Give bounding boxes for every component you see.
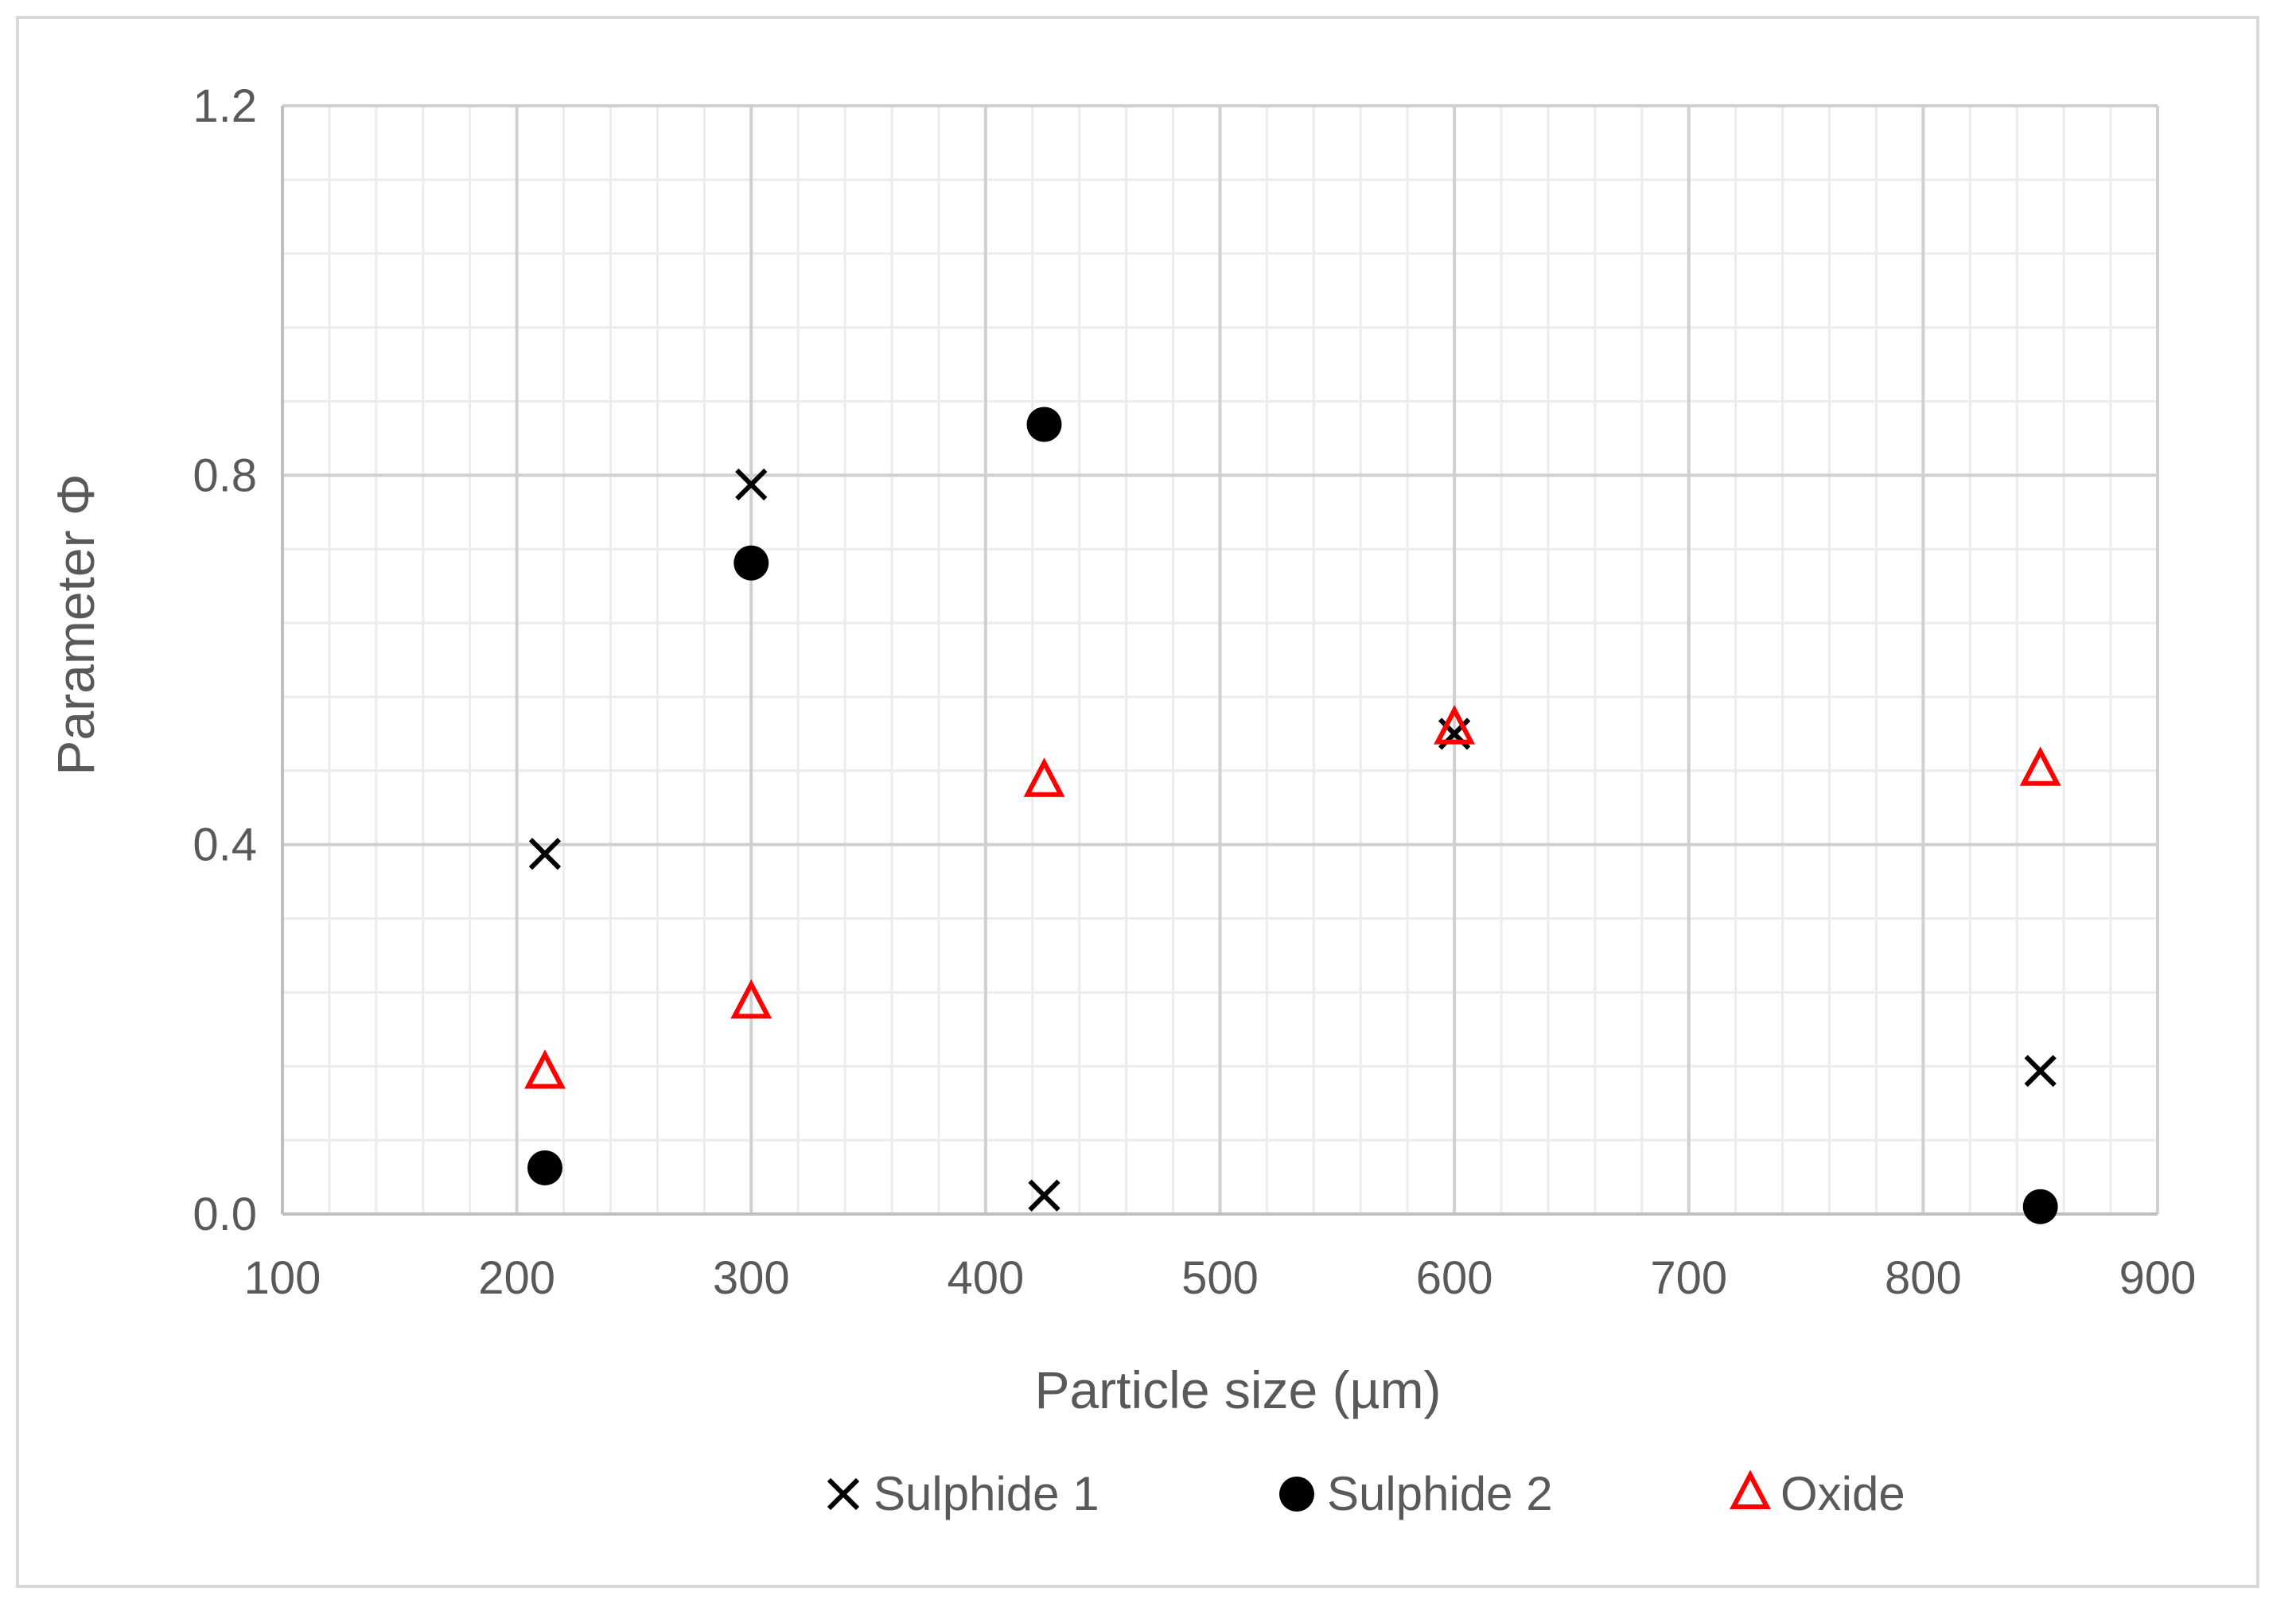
point-oxide — [1023, 757, 1065, 797]
point-sulphide-1 — [1028, 1179, 1060, 1212]
x-stroke — [528, 838, 562, 870]
y-tick-label: 0.8 — [193, 449, 257, 501]
y-tick-label: 0.0 — [193, 1189, 257, 1240]
x-tick-label: 800 — [1885, 1252, 1962, 1304]
point-sulphide-2 — [527, 1150, 562, 1185]
x-stroke — [827, 1477, 860, 1511]
legend-item-oxide: Oxide — [1730, 1467, 1905, 1520]
x-stroke — [1028, 1179, 1060, 1212]
x-tick-label: 500 — [1181, 1252, 1259, 1304]
legend: Sulphide 1 Sulphide 2 Oxide — [827, 1467, 1905, 1520]
chart-frame — [16, 16, 2259, 1588]
point-sulphide-1 — [735, 468, 768, 501]
x-tick-label: 300 — [713, 1252, 790, 1304]
x-axis-title: Particle size (µm) — [1034, 1360, 1441, 1419]
point-oxide — [730, 979, 772, 1019]
point-oxide — [2019, 746, 2061, 786]
point-sulphide-2 — [1026, 407, 1062, 442]
data-points — [524, 407, 2061, 1224]
x-icon — [827, 1477, 860, 1511]
legend-item-sulphide-1: Sulphide 1 — [827, 1467, 1099, 1520]
point-oxide — [1434, 705, 1476, 745]
y-tick-label: 1.2 — [193, 80, 257, 132]
y-axis-title: Parameter Φ — [46, 473, 105, 775]
open-triangle-icon — [1730, 1469, 1771, 1509]
x-tick-label: 100 — [244, 1252, 321, 1304]
legend-marker-sulphide-2 — [1279, 1477, 1314, 1512]
legend-label-oxide: Oxide — [1780, 1467, 1905, 1520]
axes — [281, 106, 2158, 1216]
point-sulphide-1 — [528, 838, 562, 870]
point-sulphide-1 — [2024, 1054, 2057, 1088]
legend-marker-oxide — [1730, 1469, 1771, 1509]
x-tick-label: 600 — [1416, 1252, 1493, 1304]
y-tick-label: 0.4 — [193, 819, 257, 871]
x-stroke — [735, 468, 768, 501]
legend-label-sulphide-1: Sulphide 1 — [874, 1467, 1099, 1520]
x-tick-label: 200 — [478, 1252, 555, 1304]
x-tick-label: 400 — [947, 1252, 1024, 1304]
legend-label-sulphide-2: Sulphide 2 — [1327, 1467, 1553, 1520]
x-tick-label: 900 — [2119, 1252, 2197, 1304]
legend-item-sulphide-2: Sulphide 2 — [1279, 1467, 1553, 1520]
point-oxide — [524, 1049, 566, 1089]
filled-circle-icon — [1279, 1477, 1314, 1512]
point-sulphide-2 — [734, 545, 769, 581]
tick-labels: 100 200 300 400 500 600 700 800 900 0.0 0.4 0.8 1.2 — [193, 80, 2196, 1304]
x-stroke — [2024, 1054, 2057, 1088]
point-sulphide-2 — [2022, 1189, 2058, 1224]
legend-marker-sulphide-1 — [827, 1477, 860, 1511]
x-tick-label: 700 — [1650, 1252, 1727, 1304]
